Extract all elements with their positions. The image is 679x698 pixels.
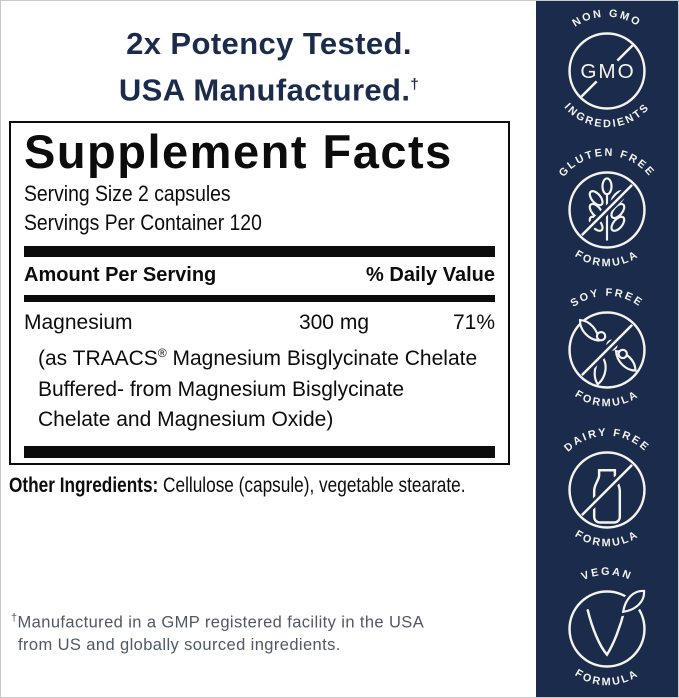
- badge-vegan: VEGAN FORMULA: [536, 559, 678, 697]
- badge-top-text: NON GMO: [570, 7, 641, 29]
- badge-top-text: SOY FREE: [569, 287, 644, 310]
- other-ingredients-label: Other Ingredients:: [9, 474, 159, 497]
- col-daily-value: % Daily Value: [366, 264, 495, 286]
- other-ingredients-value: Cellulose (capsule), vegetable stearate.: [158, 474, 466, 497]
- footnote-line1: †Manufactured in a GMP registered facili…: [11, 612, 425, 632]
- nutrient-name: Magnesium: [24, 311, 133, 334]
- badge-dairy-free: DAIRY FREE FORMULA: [536, 420, 678, 560]
- non-gmo-crossed-icon: GMO NON GMO INGREDIENTS: [562, 7, 653, 130]
- svg-text:FORMULA: FORMULA: [573, 528, 641, 549]
- footnote: †Manufactured in a GMP registered facili…: [11, 607, 424, 656]
- soy-crossed-icon: SOY FREE FORMULA: [568, 287, 646, 409]
- milk-bottle-crossed-icon: DAIRY FREE FORMULA: [562, 426, 652, 549]
- svg-text:SOY FREE: SOY FREE: [569, 287, 646, 310]
- nutrient-source-note: (as TRAACS® Magnesium Bisglycinate Chela…: [24, 338, 495, 436]
- nutrient-daily-value: 71%: [452, 311, 495, 334]
- note-line2: Buffered- from Magnesium Bisglycinate: [38, 377, 405, 401]
- divider-medium: [24, 295, 495, 302]
- badge-bottom-text: INGREDIENTS: [562, 101, 650, 130]
- headline-line2: USA Manufactured.†: [118, 72, 420, 108]
- svg-text:GLUTEN FREE: GLUTEN FREE: [557, 147, 657, 180]
- nutrient-amount: 300 mg: [298, 311, 369, 334]
- badge-non-gmo: GMO NON GMO INGREDIENTS: [536, 1, 678, 141]
- divider-bottom: [24, 445, 495, 458]
- svg-text:FORMULA: FORMULA: [573, 249, 641, 270]
- note-line1: (as TRAACS® Magnesium Bisglycinate Chela…: [38, 346, 478, 370]
- panel-title: Supplement Facts: [24, 125, 453, 178]
- servings-per-container: Servings Per Container 120: [24, 210, 262, 235]
- badge-soy-free: SOY FREE FORMULA: [536, 280, 678, 420]
- headline: 2x Potency Tested. USA Manufactured.†: [1, 23, 537, 110]
- footnote-line2: from US and globally sourced ingredients…: [18, 635, 341, 654]
- vegan-v-leaf-icon: VEGAN FORMULA: [568, 566, 649, 688]
- svg-text:INGREDIENTS: INGREDIENTS: [562, 101, 653, 130]
- facts-column-headers: Amount Per Serving % Daily Value: [24, 257, 495, 295]
- svg-text:FORMULA: FORMULA: [573, 388, 641, 409]
- serving-size: Serving Size 2 capsules: [24, 181, 231, 206]
- badge-top-text: VEGAN: [580, 566, 632, 583]
- gmo-center-text: GMO: [580, 60, 635, 83]
- badge-gluten-free: GLUTEN FREE FORMULA: [536, 141, 678, 281]
- nutrient-row-magnesium: Magnesium 300 mg 71%: [24, 302, 495, 335]
- dagger-mark: †: [11, 612, 18, 624]
- other-ingredients: Other Ingredients: Cellulose (capsule), …: [9, 474, 466, 498]
- dagger-mark: †: [410, 76, 420, 93]
- badge-top-text: GLUTEN FREE: [557, 147, 655, 180]
- col-amount-per-serving: Amount Per Serving: [24, 264, 217, 286]
- note-line3: Chelate and Magnesium Oxide): [38, 408, 334, 431]
- badge-bottom-text: FORMULA: [573, 388, 639, 409]
- registered-mark: ®: [157, 346, 167, 360]
- divider-thick: [24, 246, 495, 257]
- badge-top-text: DAIRY FREE: [562, 426, 650, 454]
- svg-text:FORMULA: FORMULA: [573, 667, 641, 688]
- headline-line1: 2x Potency Tested.: [126, 26, 412, 61]
- svg-text:NON GMO: NON GMO: [570, 7, 643, 29]
- badge-sidebar: GMO NON GMO INGREDIENTS GLUTE: [536, 1, 678, 697]
- wheat-crossed-icon: GLUTEN FREE FORMULA: [557, 147, 657, 270]
- badge-bottom-text: FORMULA: [573, 528, 639, 549]
- badge-bottom-text: FORMULA: [573, 249, 639, 270]
- svg-text:VEGAN: VEGAN: [580, 566, 634, 583]
- badge-bottom-text: FORMULA: [573, 667, 639, 688]
- svg-text:DAIRY FREE: DAIRY FREE: [562, 426, 652, 454]
- supplement-facts-panel: Supplement Facts Serving Size 2 capsules…: [9, 121, 510, 465]
